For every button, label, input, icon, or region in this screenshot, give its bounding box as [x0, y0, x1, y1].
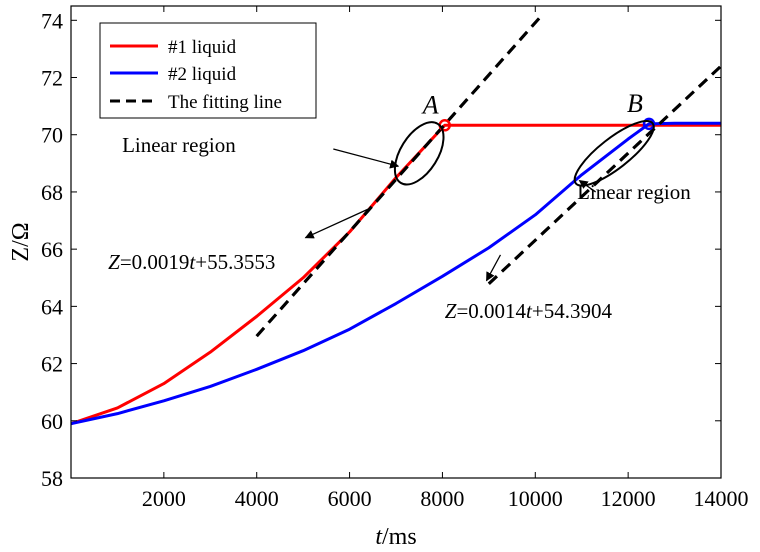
x-axis-label: t/ms	[375, 524, 416, 550]
x-axis-label-unit: /ms	[382, 524, 417, 550]
linear-region-ellipse-2	[573, 120, 655, 187]
y-tick-label: 60	[41, 409, 63, 434]
y-tick-label: 68	[41, 180, 63, 205]
x-tick-label: 14000	[694, 486, 749, 511]
x-tick-label: 10000	[508, 486, 563, 511]
axes-frame	[70, 5, 722, 479]
equation-2-suffix: +54.3904	[532, 299, 613, 323]
legend-label-fitting-line: The fitting line	[168, 92, 282, 113]
equation-2-t: t	[526, 299, 533, 323]
legend-label-liquid-1: #1 liquid	[168, 37, 237, 58]
equation-1-arrow	[304, 208, 369, 239]
y-tick-label: 70	[41, 123, 63, 148]
linear-region-ellipse-1	[393, 121, 445, 186]
y-tick-label: 72	[41, 66, 63, 91]
x-tick-label: 8000	[420, 486, 464, 511]
x-tick-label: 12000	[601, 486, 656, 511]
legend-label-liquid-2: #2 liquid	[168, 64, 237, 85]
series-line-liquid-2	[71, 121, 721, 426]
equation-1-text: Z=0.0019t+55.3553	[108, 250, 275, 274]
y-axis-label: Z/Ω	[8, 222, 34, 261]
y-tick-label: 64	[41, 294, 63, 319]
equation-2-prefix: =0.0014	[456, 299, 526, 323]
y-tick-label: 58	[41, 466, 63, 491]
point-label-b: B	[627, 89, 643, 118]
x-tick-label: 4000	[235, 486, 279, 511]
y-tick-label: 66	[41, 237, 63, 262]
linear-region-2-text: Linear region	[577, 180, 691, 204]
equation-2-text: Z=0.0014t+54.3904	[445, 299, 613, 323]
equation-1-suffix: +55.3553	[195, 250, 275, 274]
x-tick-label: 6000	[328, 486, 372, 511]
x-axis-label-var: t	[375, 524, 383, 550]
equation-1-t: t	[189, 250, 196, 274]
legend: #1 liquid #2 liquid The fitting line	[99, 22, 317, 119]
linear-region-1-arrow	[333, 148, 400, 169]
x-tick-label: 2000	[142, 486, 186, 511]
equation-2-arrow	[485, 254, 502, 282]
y-tick-label: 74	[41, 8, 63, 33]
equation-1-z: Z	[108, 250, 120, 274]
tick-layer: 2000 4000 6000 8000 10000 12000 14000 58 60 62 64 6…	[41, 6, 749, 511]
linear-region-2-arrow	[578, 179, 597, 193]
equation-2-z: Z	[445, 299, 457, 323]
series-line-liquid-1	[71, 123, 721, 426]
fitting-line-overlay-2	[487, 64, 721, 285]
point-label-a: A	[421, 90, 439, 119]
equation-1-prefix: =0.0019	[120, 250, 190, 274]
y-tick-label: 62	[41, 352, 63, 377]
linear-region-1-text: Linear region	[122, 133, 236, 157]
